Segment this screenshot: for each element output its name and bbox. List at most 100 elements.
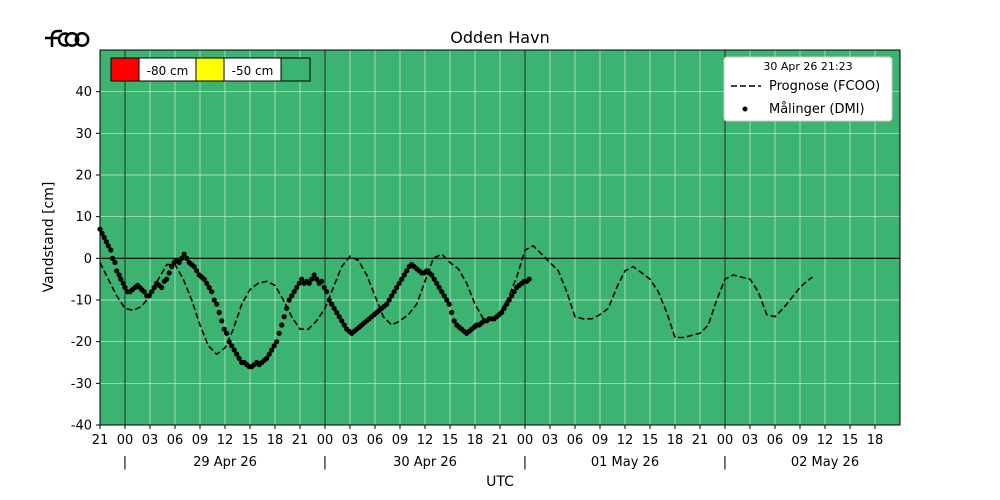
measurement-point [103,239,109,245]
chart-title: Odden Havn [450,28,549,47]
measurement-point [219,318,225,324]
legend-timestamp: 30 Apr 26 21:23 [763,60,852,73]
y-tick-label: -10 [71,294,92,309]
y-tick-label: -40 [71,419,92,434]
measurement-point [201,276,207,282]
measurement-point [509,293,515,299]
measurement-point [269,347,275,353]
measurement-point [324,289,330,295]
measurement-point [294,284,300,291]
x-tick-label: 21 [292,433,309,448]
measurement-point [101,234,107,241]
y-tick-label: -30 [71,377,92,392]
measurement-point [224,330,230,336]
y-tick-label: -20 [71,335,92,350]
measurement-point [274,339,280,345]
x-tick-label: 21 [92,433,109,448]
measurement-point [109,255,116,261]
x-tick-label: 00 [717,433,734,448]
measurement-point [120,280,126,286]
measurement-point [311,272,317,278]
x-tick-label: 12 [617,433,634,448]
measurement-point [166,270,172,276]
measurement-point [214,301,220,307]
x-tick-label: 09 [792,433,809,448]
day-separator-mark: | [523,455,527,470]
threshold-label-50: -50 cm [232,64,274,78]
measurement-point [289,293,295,299]
measurement-point [309,276,315,282]
measurement-point [279,322,285,328]
x-tick-label: 21 [692,433,709,448]
day-label: 01 May 26 [591,455,659,470]
measurement-point [159,284,165,291]
x-tick-label: 00 [317,433,334,448]
x-tick-label: 15 [242,433,259,448]
y-axis-ticks: -40 -30 -20 -10 0 10 20 30 40 [71,85,100,434]
measurement-point [286,297,292,303]
measurement-point [118,276,124,282]
x-tick-label: 21 [492,433,509,448]
measurement-point [396,280,402,286]
measurement-point [434,280,440,286]
measurement-point [99,230,105,236]
measurement-point [229,343,235,349]
measurement-point [444,297,450,303]
day-separator-mark: | [723,455,727,470]
x-tick-label: 09 [192,433,209,448]
measurement-point [436,284,442,291]
x-tick-label: 09 [592,433,609,448]
x-tick-label: 18 [467,433,484,448]
measurement-point [431,276,437,282]
measurement-point [441,293,447,299]
measurement-point [326,297,332,303]
threshold-swatch-yellow [195,57,225,82]
y-axis-label: Vandstand [cm] [41,182,57,293]
measurement-point [321,284,327,291]
measurement-point [276,330,282,336]
measurement-point [151,284,157,291]
measurement-point [394,284,400,291]
measurement-point [226,339,232,345]
measurement-point [331,305,337,311]
measurement-point [112,259,118,266]
measurement-point [181,251,187,257]
day-label: 02 May 26 [791,455,859,470]
x-tick-label: 00 [517,433,534,448]
legend-box [723,56,893,122]
x-tick-label: 03 [342,433,359,448]
measurement-point [526,276,532,282]
measurement-point [281,314,287,320]
measurement-point [446,301,452,307]
y-tick-label: 40 [75,85,92,100]
measurement-point [176,259,182,266]
day-separator-mark: | [123,455,127,470]
legend-measurement-dot-icon [742,106,748,112]
forecast-line [99,244,813,356]
measurement-point [216,309,222,316]
measurement-point [399,276,405,282]
fcoo-logo [45,29,90,47]
x-tick-label: 06 [167,433,184,448]
measurement-point [499,309,505,316]
measurement-point [439,289,445,295]
x-tick-label: 03 [742,433,759,448]
x-tick-label: 15 [642,433,659,448]
x-tick-label: 18 [867,433,884,448]
day-label: 30 Apr 26 [393,455,457,470]
x-tick-label: 15 [442,433,459,448]
measurement-point [451,318,457,324]
measurement-point [339,318,345,324]
measurement-point [234,351,240,357]
measurement-point [108,247,114,253]
measurement-point [164,276,170,282]
y-tick-label: 30 [75,127,92,142]
measurement-point [236,355,242,361]
measurement-point [329,301,335,307]
legend-measurement-label: Målinger (DMI) [769,102,865,117]
threshold-label-80: -80 cm [147,64,189,78]
measurement-point [122,284,128,291]
x-tick-label: 12 [417,433,434,448]
y-tick-label: 20 [75,169,92,184]
